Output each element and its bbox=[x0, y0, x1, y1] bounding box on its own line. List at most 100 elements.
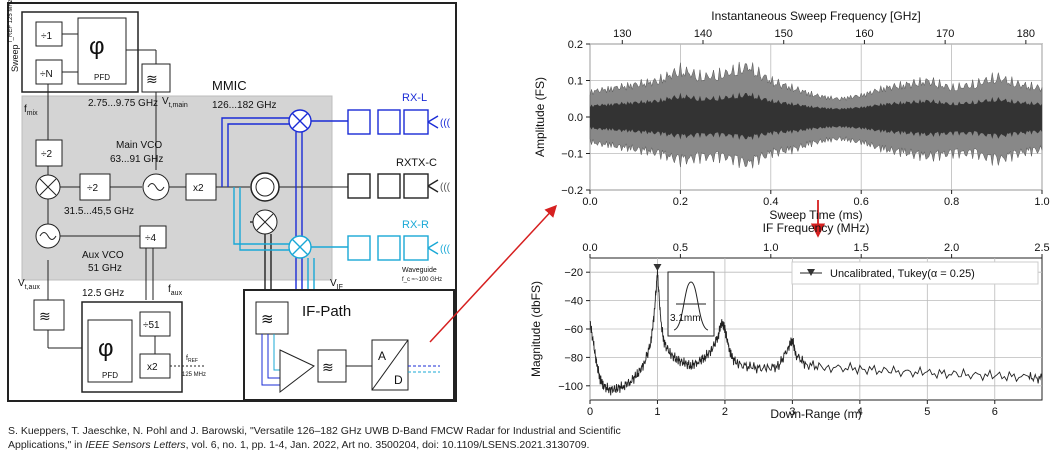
chart-amplitude: 0.0 0.2 0.4 0.6 0.8 1.0 0.2 0.1 0.0 −0.1 −0.2 130… bbox=[533, 9, 1050, 222]
div2-left-text: ÷2 bbox=[41, 149, 52, 160]
vtmain-label: Vt,main bbox=[162, 96, 188, 109]
chart1-x-axis-label: Sweep Time (ms) bbox=[769, 208, 862, 222]
aux-vco-label: Aux VCO bbox=[82, 250, 124, 261]
fref-top-label: f_REF 125 MHz bbox=[8, 0, 14, 42]
chart1-x-tick-label: 0.0 bbox=[582, 196, 597, 208]
phi-symbol-bottom: φ bbox=[98, 335, 114, 362]
fmix-label: fmix bbox=[24, 104, 38, 117]
div1-text: ÷1 bbox=[41, 31, 52, 42]
aux-vco-freq: 51 GHz bbox=[88, 263, 122, 274]
chart2-top-tick-label: 2.0 bbox=[944, 242, 959, 254]
adc-d-label: D bbox=[394, 373, 403, 387]
x2-ref-text: x2 bbox=[147, 362, 158, 373]
pfd-box-top bbox=[77, 17, 127, 85]
chart2-y-ticks: −20 −40 −60 −80 −100 bbox=[558, 267, 590, 393]
mmic-label: MMIC bbox=[212, 78, 247, 93]
chart1-x-tick-label: 0.2 bbox=[673, 196, 688, 208]
rx-r-label: RX-R bbox=[402, 219, 429, 231]
chart1-top-tick-label: 140 bbox=[694, 28, 712, 40]
inset-label: 3.1mm bbox=[670, 313, 701, 324]
rx-l-wave-icon: ((( bbox=[440, 118, 451, 129]
chart1-x-tick-label: 0.8 bbox=[944, 196, 959, 208]
chart2-x-tick-label: 5 bbox=[924, 406, 930, 418]
main-vco-range: 63...91 GHz bbox=[110, 154, 163, 165]
chart2-top-tick-label: 2.5 bbox=[1034, 242, 1049, 254]
chart1-y-tick-label: 0.2 bbox=[568, 39, 583, 51]
chart1-x-tick-label: 0.4 bbox=[763, 196, 778, 208]
chart1-x-tick-label: 1.0 bbox=[1034, 196, 1049, 208]
block-diagram: MMIC 126...182 GHz Sweep f_REF 125 MHz ÷… bbox=[7, 0, 558, 402]
loop-filter-bottom bbox=[33, 299, 65, 331]
mmic-range: 126...182 GHz bbox=[212, 100, 276, 111]
coupler bbox=[250, 172, 280, 202]
chart1-y-ticks: 0.2 0.1 0.0 −0.1 −0.2 bbox=[561, 39, 590, 197]
chart1-x-ticks: 0.0 0.2 0.4 0.6 0.8 1.0 bbox=[582, 190, 1050, 208]
chart1-top-tick-label: 170 bbox=[936, 28, 954, 40]
div2-box-mid bbox=[79, 173, 111, 201]
rxtx-c-label: RXTX-C bbox=[396, 157, 437, 169]
chart2-top-tick-label: 1.0 bbox=[763, 242, 778, 254]
chart2-top-tick-label: 0.0 bbox=[582, 242, 597, 254]
phi-symbol-top: φ bbox=[89, 33, 105, 60]
rxtx-c-wave-icon: ((( bbox=[440, 182, 451, 193]
chart1-y-tick-label: −0.1 bbox=[561, 149, 583, 161]
pfd-box-bottom bbox=[87, 319, 133, 383]
pfd-label-bottom: PFD bbox=[102, 371, 118, 380]
div51-text: ÷51 bbox=[143, 320, 160, 331]
chart1-top-ticks: 130 140 150 160 170 180 bbox=[613, 28, 1035, 44]
chart2-series-line bbox=[589, 269, 1043, 396]
chart2-x-tick-label: 1 bbox=[654, 406, 660, 418]
diagram-frame bbox=[7, 2, 457, 402]
chart1-signal-core bbox=[590, 92, 1042, 141]
rxtx-c-path bbox=[250, 173, 439, 290]
div2-mid-text: ÷2 bbox=[87, 183, 98, 194]
div4-text: ÷4 bbox=[145, 233, 156, 244]
adc-a-label: A bbox=[378, 349, 386, 363]
faux-label: faux bbox=[168, 284, 183, 297]
svg-text:≋: ≋ bbox=[322, 359, 334, 375]
chart1-top-tick-label: 130 bbox=[613, 28, 631, 40]
chart1-y-tick-label: 0.0 bbox=[568, 112, 583, 124]
citation-journal: IEEE Sensors Letters bbox=[85, 439, 186, 451]
chart2-y-tick-label: −60 bbox=[564, 324, 583, 336]
x2-mmic-text: x2 bbox=[193, 183, 204, 194]
citation: S. Kueppers, T. Jaeschke, N. Pohl and J.… bbox=[8, 424, 1048, 452]
chart1-top-axis-label: Instantaneous Sweep Frequency [GHz] bbox=[711, 9, 920, 23]
if-path-label: IF-Path bbox=[302, 303, 351, 320]
rx-l-label: RX-L bbox=[402, 92, 427, 104]
vtaux-label: Vt,aux bbox=[18, 278, 40, 291]
chart1-top-tick-label: 150 bbox=[775, 28, 793, 40]
legend-marker-icon bbox=[807, 269, 815, 276]
rx-r-wave-icon: ((( bbox=[440, 244, 451, 255]
chart2-x-tick-label: 0 bbox=[587, 406, 593, 418]
if-amplifier bbox=[279, 349, 315, 394]
rx-l-path bbox=[221, 109, 439, 290]
chart1-x-tick-label: 0.6 bbox=[854, 196, 869, 208]
citation-line-2: Applications," in IEEE Sensors Letters, … bbox=[8, 439, 590, 451]
f125-label: 12.5 GHz bbox=[82, 288, 124, 299]
chart1-top-tick-label: 160 bbox=[855, 28, 873, 40]
chart2-x-axis-label: Down-Range (m) bbox=[770, 407, 861, 420]
div2-box-left bbox=[35, 139, 63, 167]
chart2-top-axis-label: IF Frequency (MHz) bbox=[763, 221, 870, 235]
fref-bottom-label: fREF bbox=[186, 355, 198, 364]
chart2-top-tick-label: 0.5 bbox=[673, 242, 688, 254]
main-vco-label: Main VCO bbox=[116, 140, 162, 151]
chart2-x-ticks: 0 1 2 3 4 5 6 bbox=[587, 400, 998, 418]
waveguide-cutoff: f_c ≈~100 GHz bbox=[402, 277, 442, 283]
divN-box bbox=[35, 59, 63, 85]
chart2-y-tick-label: −100 bbox=[558, 381, 583, 393]
chart2-legend bbox=[791, 261, 1039, 285]
chart2-peak-marker bbox=[653, 263, 662, 271]
chart2-top-tick-label: 1.5 bbox=[854, 242, 869, 254]
chart-magnitude: 0 1 2 3 4 5 6 −20 −40 −60 −80 −100 0.0 0.5 1.0 1.5 2.0… bbox=[529, 221, 1050, 420]
chart2-x-tick-label: 4 bbox=[857, 406, 863, 418]
legend-label: Uncalibrated, Tukey(α = 0.25) bbox=[830, 268, 975, 280]
divN-text: ÷N bbox=[40, 69, 53, 80]
range1-label: 2.75...9.75 GHz bbox=[88, 98, 158, 109]
pfd-label-top: PFD bbox=[94, 73, 110, 82]
inset-peak-curve bbox=[673, 281, 709, 331]
filter-symbol-top: ≋ bbox=[146, 71, 158, 87]
chart1-y-axis-label: Amplitude (FS) bbox=[533, 77, 547, 157]
x2-box-mmic bbox=[185, 173, 217, 201]
